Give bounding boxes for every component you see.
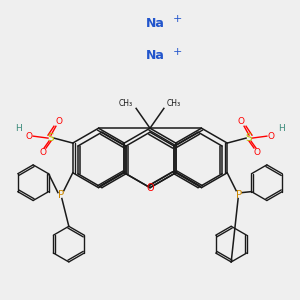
- Text: O: O: [146, 183, 154, 193]
- Text: S: S: [246, 133, 252, 143]
- Text: O: O: [254, 148, 260, 158]
- Text: H: H: [278, 124, 285, 133]
- Text: O: O: [267, 132, 274, 141]
- Text: O: O: [56, 117, 62, 126]
- Text: P: P: [58, 190, 64, 200]
- Text: Na: Na: [146, 17, 164, 30]
- Text: P: P: [236, 190, 242, 200]
- Text: CH₃: CH₃: [119, 99, 133, 108]
- Text: O: O: [238, 117, 244, 126]
- Text: Na: Na: [146, 50, 164, 62]
- Text: S: S: [48, 133, 54, 143]
- Text: CH₃: CH₃: [167, 99, 181, 108]
- Text: +: +: [173, 14, 182, 24]
- Text: H: H: [15, 124, 22, 133]
- Text: O: O: [40, 148, 46, 158]
- Text: +: +: [173, 47, 182, 57]
- Text: O: O: [26, 132, 33, 141]
